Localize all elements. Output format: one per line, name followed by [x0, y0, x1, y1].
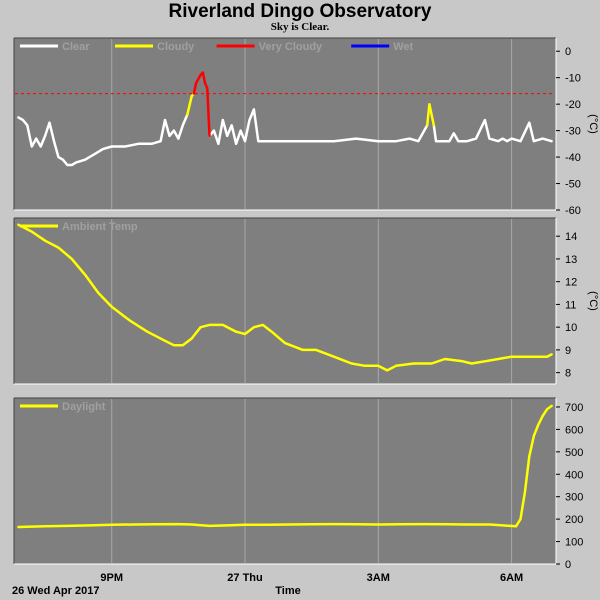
- daylight-ytick-label: 0: [565, 559, 571, 571]
- ambient-ytick-label: 10: [565, 322, 577, 334]
- sky-series-clear: [432, 118, 553, 143]
- xaxis-label: Time: [275, 585, 300, 597]
- sky-series-clear: [17, 113, 189, 167]
- ambient-ytick-label: 12: [565, 277, 577, 289]
- sky-ytick-label: -10: [565, 73, 581, 85]
- ambient-ylabel: (°C): [587, 291, 599, 311]
- sky-series-clear: [208, 108, 429, 146]
- sky-ytick-label: 0: [565, 46, 571, 58]
- sky-series-cloudy: [425, 102, 436, 127]
- legend-label-cloudy: Cloudy: [157, 41, 195, 53]
- sky-status: Sky is Clear.: [270, 21, 330, 33]
- xtick-label: 9PM: [100, 572, 123, 584]
- legend-label-ambient-temp: Ambient Temp: [62, 221, 138, 233]
- daylight-ytick-label: 700: [565, 402, 583, 414]
- daylight-ytick-label: 300: [565, 492, 583, 504]
- xtick-label: 6AM: [500, 572, 523, 584]
- legend-label-clear: Clear: [62, 41, 90, 53]
- ambient-ytick-label: 9: [565, 345, 571, 357]
- daylight-ytick-label: 500: [565, 447, 583, 459]
- xtick-label: 3AM: [367, 572, 390, 584]
- ambient-ytick-label: 13: [565, 254, 577, 266]
- date-label: 26 Wed Apr 2017: [12, 585, 99, 597]
- xtick-label: 27 Thu: [227, 572, 262, 584]
- daylight-ytick-label: 400: [565, 469, 583, 481]
- daylight-ytick-label: 600: [565, 424, 583, 436]
- chart-title: Riverland Dingo Observatory: [168, 1, 432, 22]
- legend-label-wet: Wet: [393, 41, 413, 53]
- sky-panel: [14, 38, 556, 210]
- daylight-ytick-label: 200: [565, 514, 583, 526]
- sky-ytick-label: -40: [565, 152, 581, 164]
- sky-ytick-label: -50: [565, 179, 581, 191]
- ambient-series-ambient-temp: [17, 223, 553, 372]
- ambient-ytick-label: 11: [565, 299, 576, 311]
- ambient-panel: [14, 218, 556, 384]
- legend-label-very-cloudy: Very Cloudy: [259, 41, 323, 53]
- daylight-panel: [14, 398, 556, 564]
- daylight-series-daylight: [17, 404, 553, 529]
- sky-ytick-label: -30: [565, 126, 581, 138]
- sky-ytick-label: -20: [565, 99, 581, 111]
- ambient-ytick-label: 14: [565, 231, 577, 243]
- sky-ylabel: (°C): [587, 114, 599, 134]
- sky-ytick-label: -60: [565, 205, 581, 217]
- legend-label-daylight: Daylight: [62, 401, 106, 413]
- ambient-ytick-label: 8: [565, 368, 571, 380]
- daylight-ytick-label: 100: [565, 537, 583, 549]
- sky-series-very-cloudy: [192, 71, 211, 138]
